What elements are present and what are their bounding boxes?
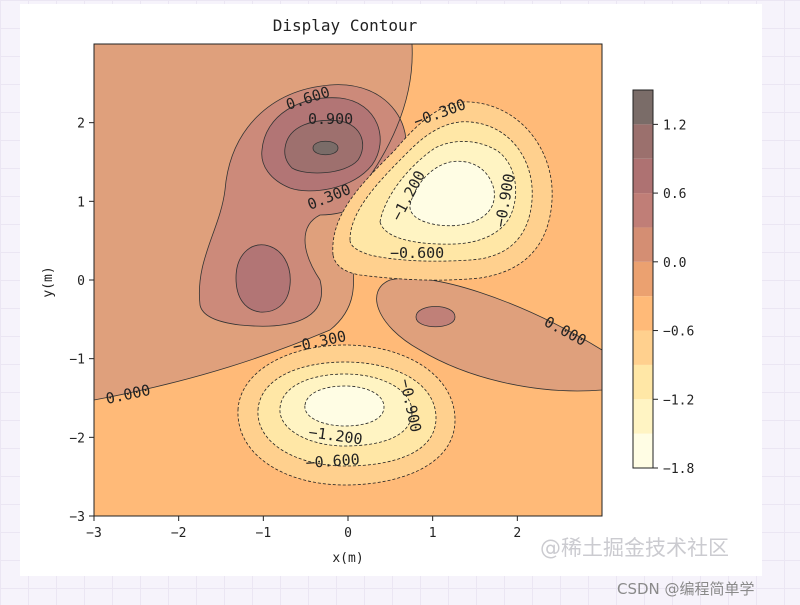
y-tick-label: 2 — [77, 117, 85, 132]
colorbar-band — [633, 399, 653, 434]
colorbar-band — [633, 296, 653, 331]
contour-fill-neg-ur-1.2 — [409, 160, 495, 227]
source-credit: CSDN @编程简单学 — [617, 580, 755, 598]
colorbar-band — [633, 330, 653, 365]
colorbar-tick-label: −1.8 — [663, 462, 694, 477]
y-tick-label: 0 — [77, 274, 85, 289]
colorbar-band — [633, 124, 653, 159]
contour-label: 0.900 — [308, 110, 353, 128]
y-axis: −3 −2 −1 0 1 2 — [69, 117, 94, 525]
y-tick-label: 1 — [77, 195, 85, 210]
contour-fill-neg-bottom-1.2 — [304, 385, 385, 427]
colorbar-band — [633, 261, 653, 297]
x-tick-label: 2 — [513, 526, 521, 541]
x-axis-label: x(m) — [332, 551, 363, 566]
colorbar-band — [633, 364, 653, 400]
colorbar-band — [633, 90, 653, 125]
colorbar-band — [633, 227, 653, 262]
colorbar-band — [633, 193, 653, 228]
colorbar-tick-label: −0.6 — [663, 325, 694, 340]
colorbar-band — [633, 158, 653, 194]
contour-label: −0.600 — [305, 450, 360, 472]
contour-label: −0.600 — [390, 244, 444, 262]
contour-plot-area — [94, 44, 602, 516]
contour-fill-left-0.6 — [235, 244, 291, 313]
x-tick-label: −3 — [86, 526, 102, 541]
colorbar: 1.2 0.6 0.0 −0.6 −1.2 −1.8 — [632, 89, 694, 477]
x-tick-label: −2 — [171, 526, 187, 541]
x-tick-label: 1 — [429, 526, 437, 541]
colorbar-band — [633, 433, 653, 468]
y-axis-label: y(m) — [41, 266, 56, 297]
chart-title: Display Contour — [273, 16, 418, 35]
contour-fill-right-core — [415, 306, 456, 328]
x-tick-label: −1 — [256, 526, 272, 541]
y-tick-label: −2 — [69, 431, 85, 446]
y-tick-label: −3 — [69, 510, 85, 525]
y-tick-label: −1 — [69, 353, 85, 368]
x-axis: −3 −2 −1 0 1 2 — [86, 516, 521, 541]
colorbar-tick-label: −1.2 — [663, 393, 694, 408]
colorbar-tick-label: 0.0 — [663, 256, 686, 271]
colorbar-frame — [632, 89, 654, 469]
colorbar-tick-label: 0.6 — [663, 187, 686, 202]
contour-fill-upper-1.2 — [312, 140, 339, 156]
x-tick-label: 0 — [344, 526, 352, 541]
contour-line-zero-left — [94, 44, 413, 401]
watermark-text: @稀土掘金技术社区 — [540, 536, 729, 560]
colorbar-tick-label: 1.2 — [663, 118, 686, 133]
